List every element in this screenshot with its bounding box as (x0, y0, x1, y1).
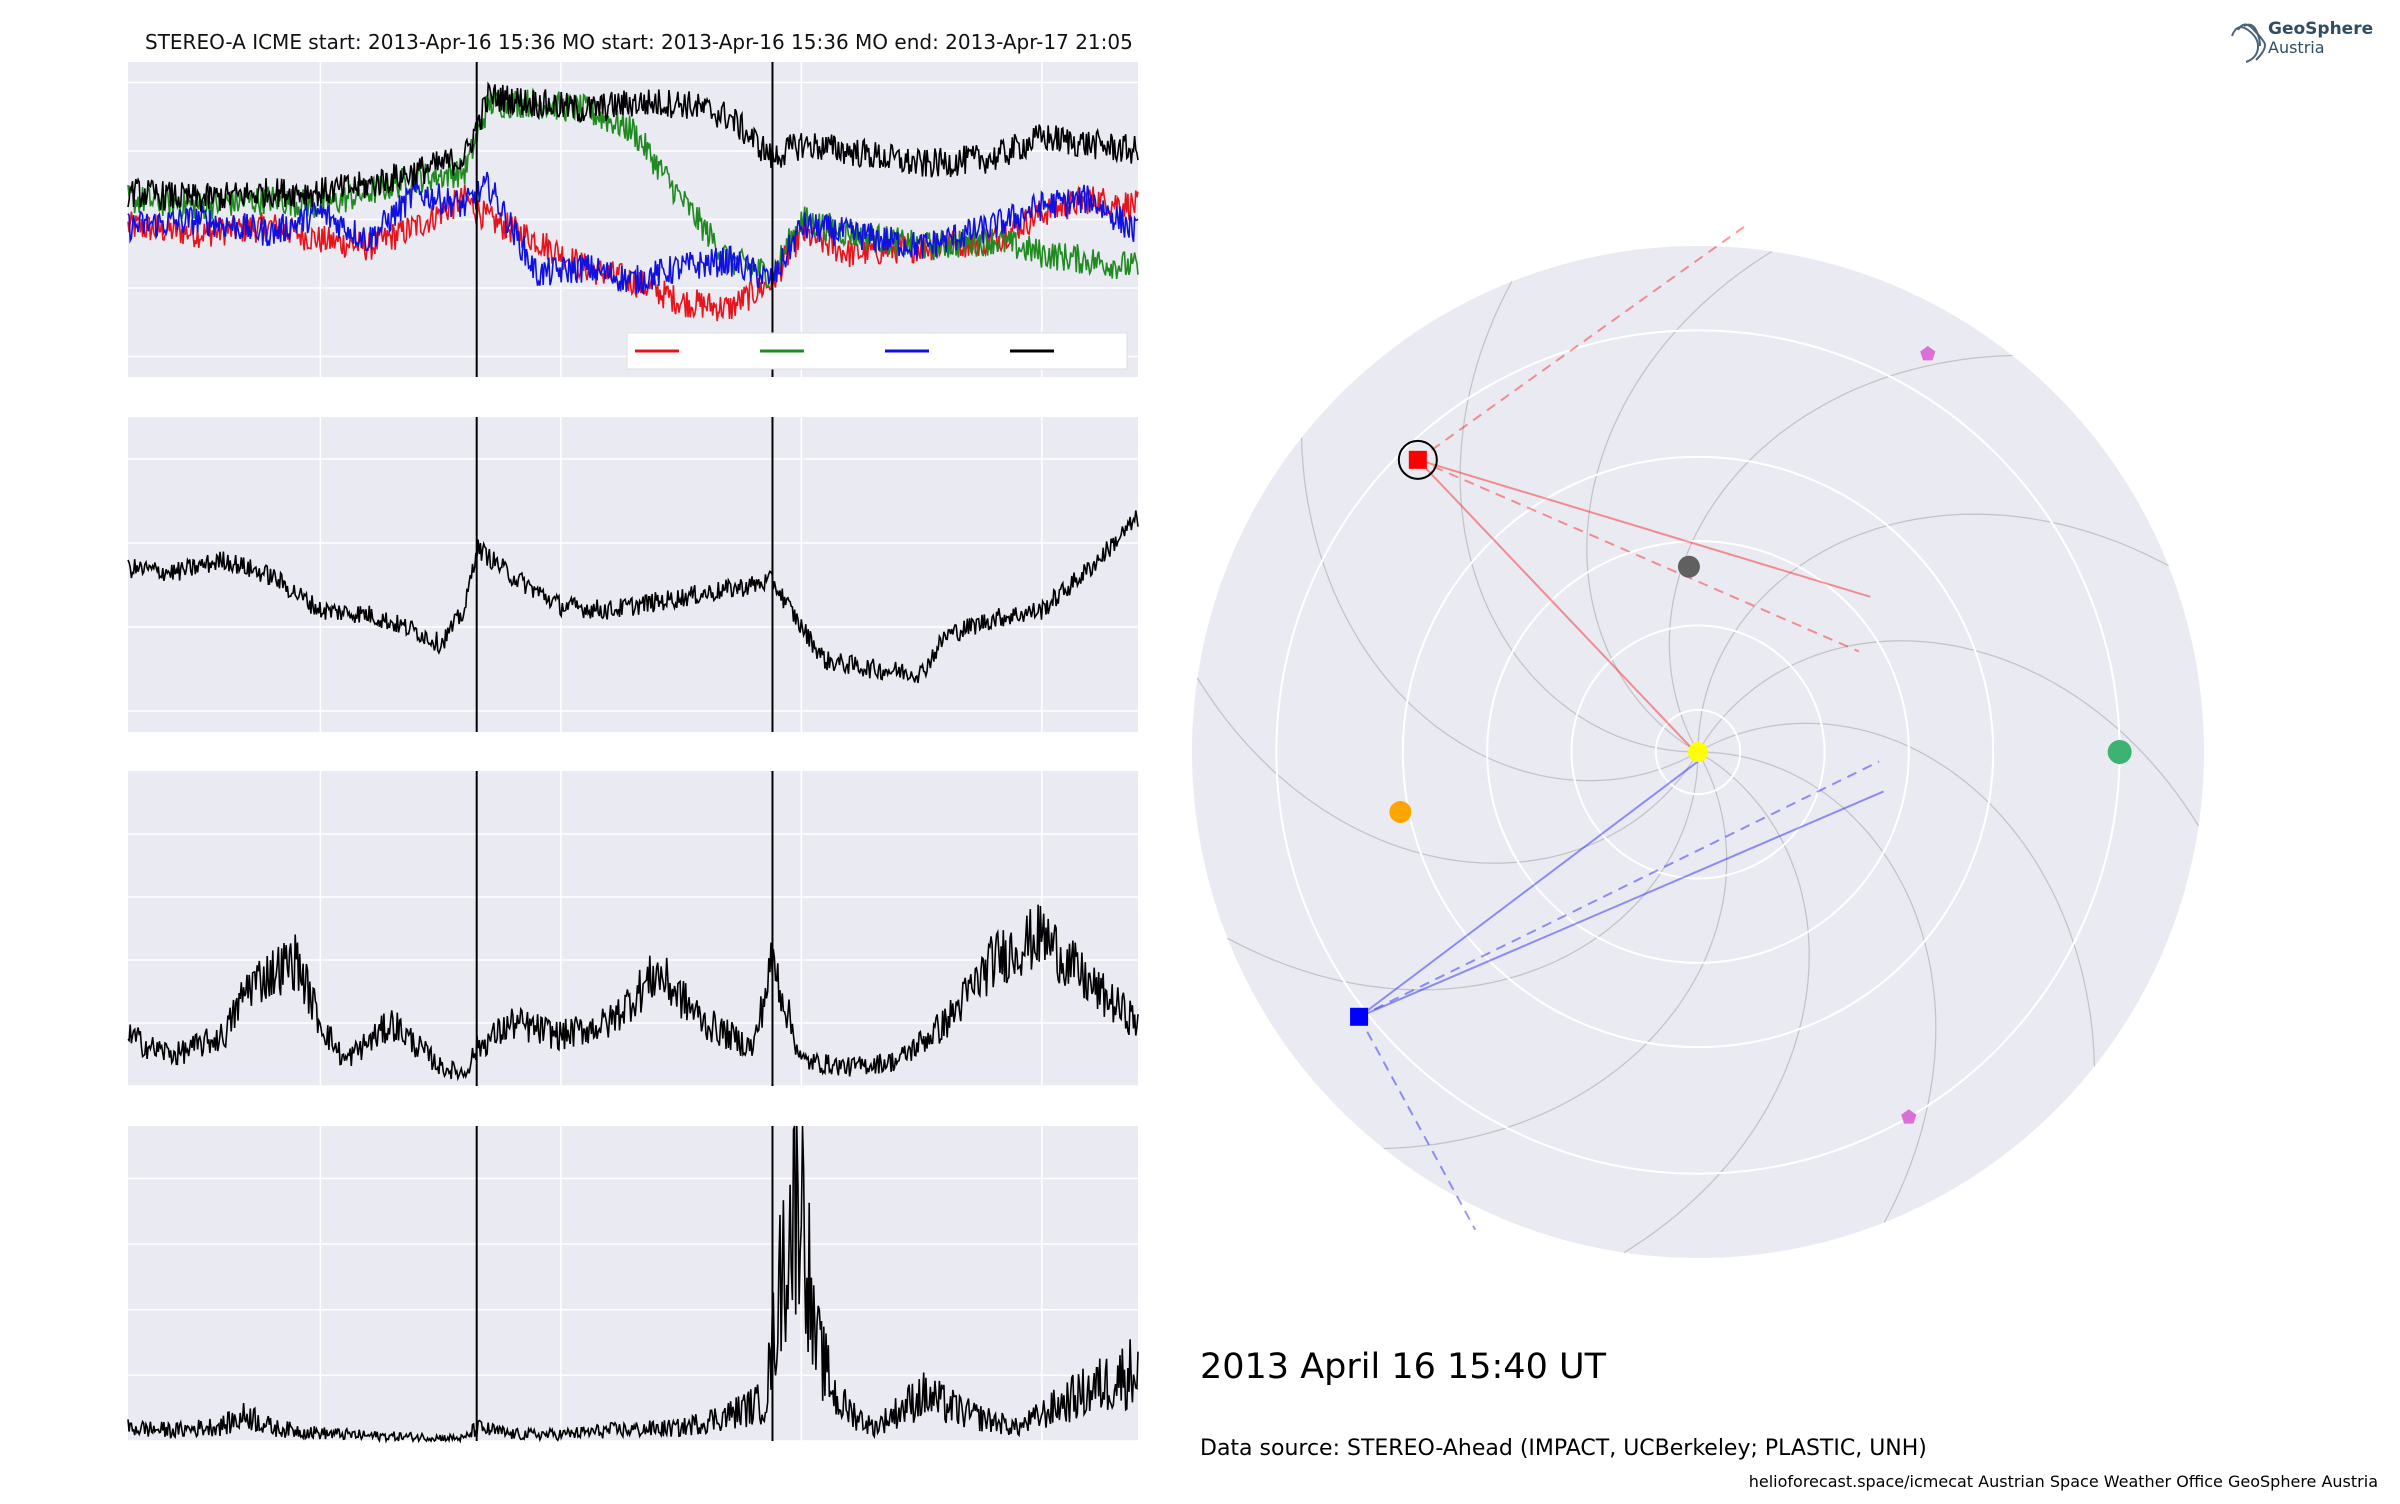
stb-spiral-line (1358, 1016, 1477, 1231)
stb-sun-line (1358, 759, 1701, 1018)
logo-text-line2: Austria (2268, 38, 2325, 57)
panel-magnetic_field (127, 62, 1139, 377)
radial-ring (1570, 624, 1826, 880)
marker-pentagon-1 (1920, 346, 1936, 361)
data-source: Data source: STEREO-Ahead (IMPACT, UCBer… (1200, 1436, 1927, 1461)
series-line-btotal (127, 81, 1139, 212)
marker-stereo-a (1408, 450, 1427, 469)
panel-density (127, 771, 1139, 1087)
logo-swirl-icon (2231, 23, 2266, 63)
sta-sun-line (1417, 459, 1703, 760)
sta-fov-line (1417, 458, 1871, 598)
marker-sun (1688, 742, 1708, 762)
legend (626, 332, 1128, 370)
marker-earth (2107, 740, 2132, 764)
radial-ring (1486, 540, 1910, 964)
sta-fov-line-dashed (1417, 458, 1860, 653)
series-line-speed (127, 510, 1139, 684)
panel-background (128, 771, 1138, 1086)
radial-ring (1654, 708, 1742, 796)
stb-fov-line (1358, 790, 1884, 1018)
geosphere-logo: GeoSphere Austria (2231, 19, 2373, 63)
header-title: STEREO-A ICME start: 2013-Apr-16 15:36 M… (145, 30, 1133, 54)
marker-stereo-b (1350, 1007, 1369, 1026)
logo-text-line1: GeoSphere (2268, 19, 2373, 39)
marker-vex (1389, 801, 1412, 824)
radial-ring (1401, 455, 1995, 1049)
series-line-temperature (127, 1125, 1139, 1444)
time-series-panels (127, 62, 1139, 1444)
series-line-density (127, 904, 1139, 1082)
panel-background (128, 417, 1138, 732)
panel-temperature (127, 1125, 1139, 1444)
marker-messenger (1677, 555, 1700, 578)
date-label: 2013 April 16 15:40 UT (1200, 1347, 1607, 1387)
footer-credits: helioforecast.space/icmecat Austrian Spa… (1749, 1472, 2378, 1491)
marker-pentagon-2 (1901, 1109, 1917, 1124)
panel-background (128, 1126, 1138, 1441)
sta-highlight-ring (1397, 439, 1438, 480)
polar-orbit-plot (1192, 226, 2204, 1258)
panel-speed (127, 417, 1139, 732)
stb-fov-line-dashed (1358, 760, 1880, 1018)
series-line-bz (127, 171, 1139, 296)
